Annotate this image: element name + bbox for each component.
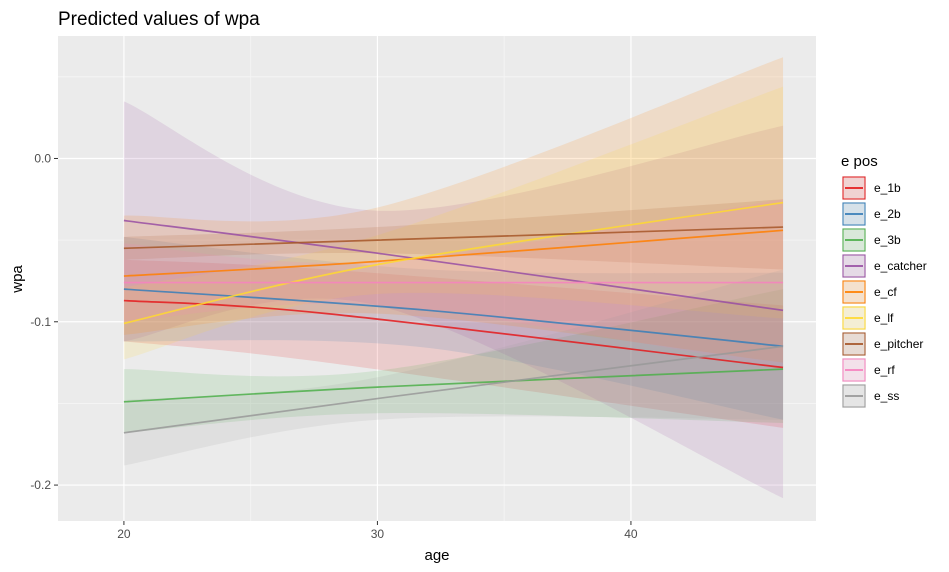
legend-label: e_catcher <box>874 259 927 273</box>
band-e_3b <box>123 289 784 433</box>
legend-item-e_3b: e_3b <box>842 228 901 252</box>
y-tick-label: 0.0 <box>34 151 51 165</box>
legend-label: e_ss <box>874 389 899 403</box>
line-e_ss <box>123 345 784 434</box>
legend-item-e_rf: e_rf <box>842 358 895 382</box>
x-axis-title: age <box>424 547 449 564</box>
line-e_1b <box>123 299 784 369</box>
legend-item-e_2b: e_2b <box>842 202 901 226</box>
legend-item-e_1b: e_1b <box>842 176 901 200</box>
line-e_3b <box>123 368 784 403</box>
legend-label: e_rf <box>874 363 895 377</box>
grid-major <box>58 36 816 521</box>
band-e_pitcher <box>123 199 784 270</box>
legend-item-e_cf: e_cf <box>842 280 897 304</box>
band-e_ss <box>123 269 784 466</box>
x-tick-label: 20 <box>117 527 131 541</box>
line-e_2b <box>123 288 784 348</box>
legend-label: e_lf <box>874 311 894 325</box>
line-e_pitcher <box>123 226 784 250</box>
band-e_1b <box>123 259 784 428</box>
legend-item-e_pitcher: e_pitcher <box>842 332 923 356</box>
y-axis-title: wpa <box>9 265 26 294</box>
legend-label: e_3b <box>874 233 901 247</box>
legend: e pos e_1b e_2b e_3b e_catcher e_cf e_lf e_pit… <box>841 153 927 408</box>
legend-items: e_1b e_2b e_3b e_catcher e_cf e_lf e_pitcher e_… <box>842 176 927 408</box>
grid-minor <box>58 36 816 521</box>
y-tick-label: -0.1 <box>30 315 51 329</box>
x-axis: 20 30 40 <box>117 521 638 541</box>
legend-label: e_2b <box>874 207 901 221</box>
legend-title: e pos <box>841 153 878 170</box>
y-axis: 0.0 -0.1 -0.2 <box>30 151 58 492</box>
legend-item-e_lf: e_lf <box>842 306 894 330</box>
line-e_catcher <box>123 219 784 312</box>
y-tick-label: -0.2 <box>30 478 51 492</box>
legend-item-e_ss: e_ss <box>842 384 899 408</box>
band-e_catcher <box>123 101 784 499</box>
line-e_lf <box>123 201 784 325</box>
chart-title: Predicted values of wpa <box>58 9 260 30</box>
legend-item-e_catcher: e_catcher <box>842 254 927 278</box>
legend-label: e_cf <box>874 285 897 299</box>
legend-label: e_pitcher <box>874 337 923 351</box>
plot-panel <box>58 36 816 521</box>
prediction-lines <box>123 201 784 434</box>
legend-label: e_1b <box>874 181 901 195</box>
x-tick-label: 40 <box>624 527 638 541</box>
x-tick-label: 30 <box>371 527 385 541</box>
band-e_lf <box>123 86 784 360</box>
